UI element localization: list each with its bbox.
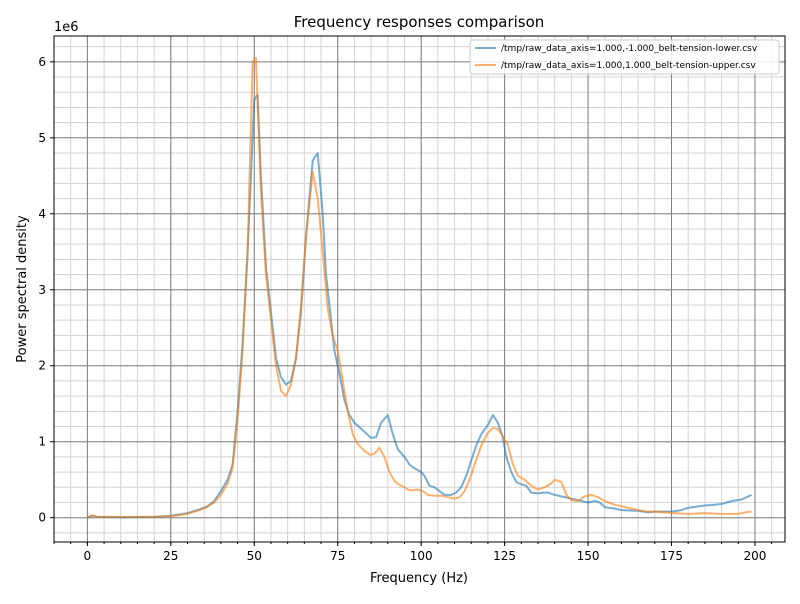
legend: /tmp/raw_data_axis=1.000,-1.000_belt-ten… (469, 39, 780, 75)
ticks: 0 25 50 75 100 125 150 175 200 0 1 2 3 4 5 6 (38, 55, 773, 563)
legend-box (469, 39, 780, 75)
x-tick-label: 150 (577, 549, 600, 563)
y-axis-label: Power spectral density (15, 215, 30, 363)
y-offset-label: 1e6 (54, 20, 79, 35)
x-tick-label: 200 (744, 549, 767, 563)
y-tick-label: 0 (38, 511, 46, 525)
x-tick-label: 50 (247, 549, 262, 563)
x-tick-label: 75 (330, 549, 345, 563)
x-tick-label: 125 (493, 549, 516, 563)
y-tick-label: 2 (38, 359, 46, 373)
legend-label-upper: /tmp/raw_data_axis=1.000,1.000_belt-tens… (501, 61, 756, 71)
series-lines (86, 57, 753, 519)
x-axis-label: Frequency (Hz) (370, 571, 468, 586)
x-tick-label: 0 (84, 549, 92, 563)
series-line-upper (86, 57, 752, 519)
grid (53, 36, 785, 542)
y-tick-label: 6 (38, 55, 46, 69)
y-tick-label: 3 (38, 283, 46, 297)
y-tick-label: 1 (38, 435, 46, 449)
x-tick-label: 25 (163, 549, 178, 563)
y-tick-label: 4 (38, 207, 46, 221)
legend-label-lower: /tmp/raw_data_axis=1.000,-1.000_belt-ten… (501, 44, 758, 54)
x-tick-label: 100 (410, 549, 433, 563)
chart-title: Frequency responses comparison (294, 13, 545, 31)
series-line-lower (86, 93, 753, 519)
y-tick-label: 5 (38, 131, 46, 145)
plot-frame (53, 35, 786, 543)
x-tick-label: 175 (660, 549, 683, 563)
